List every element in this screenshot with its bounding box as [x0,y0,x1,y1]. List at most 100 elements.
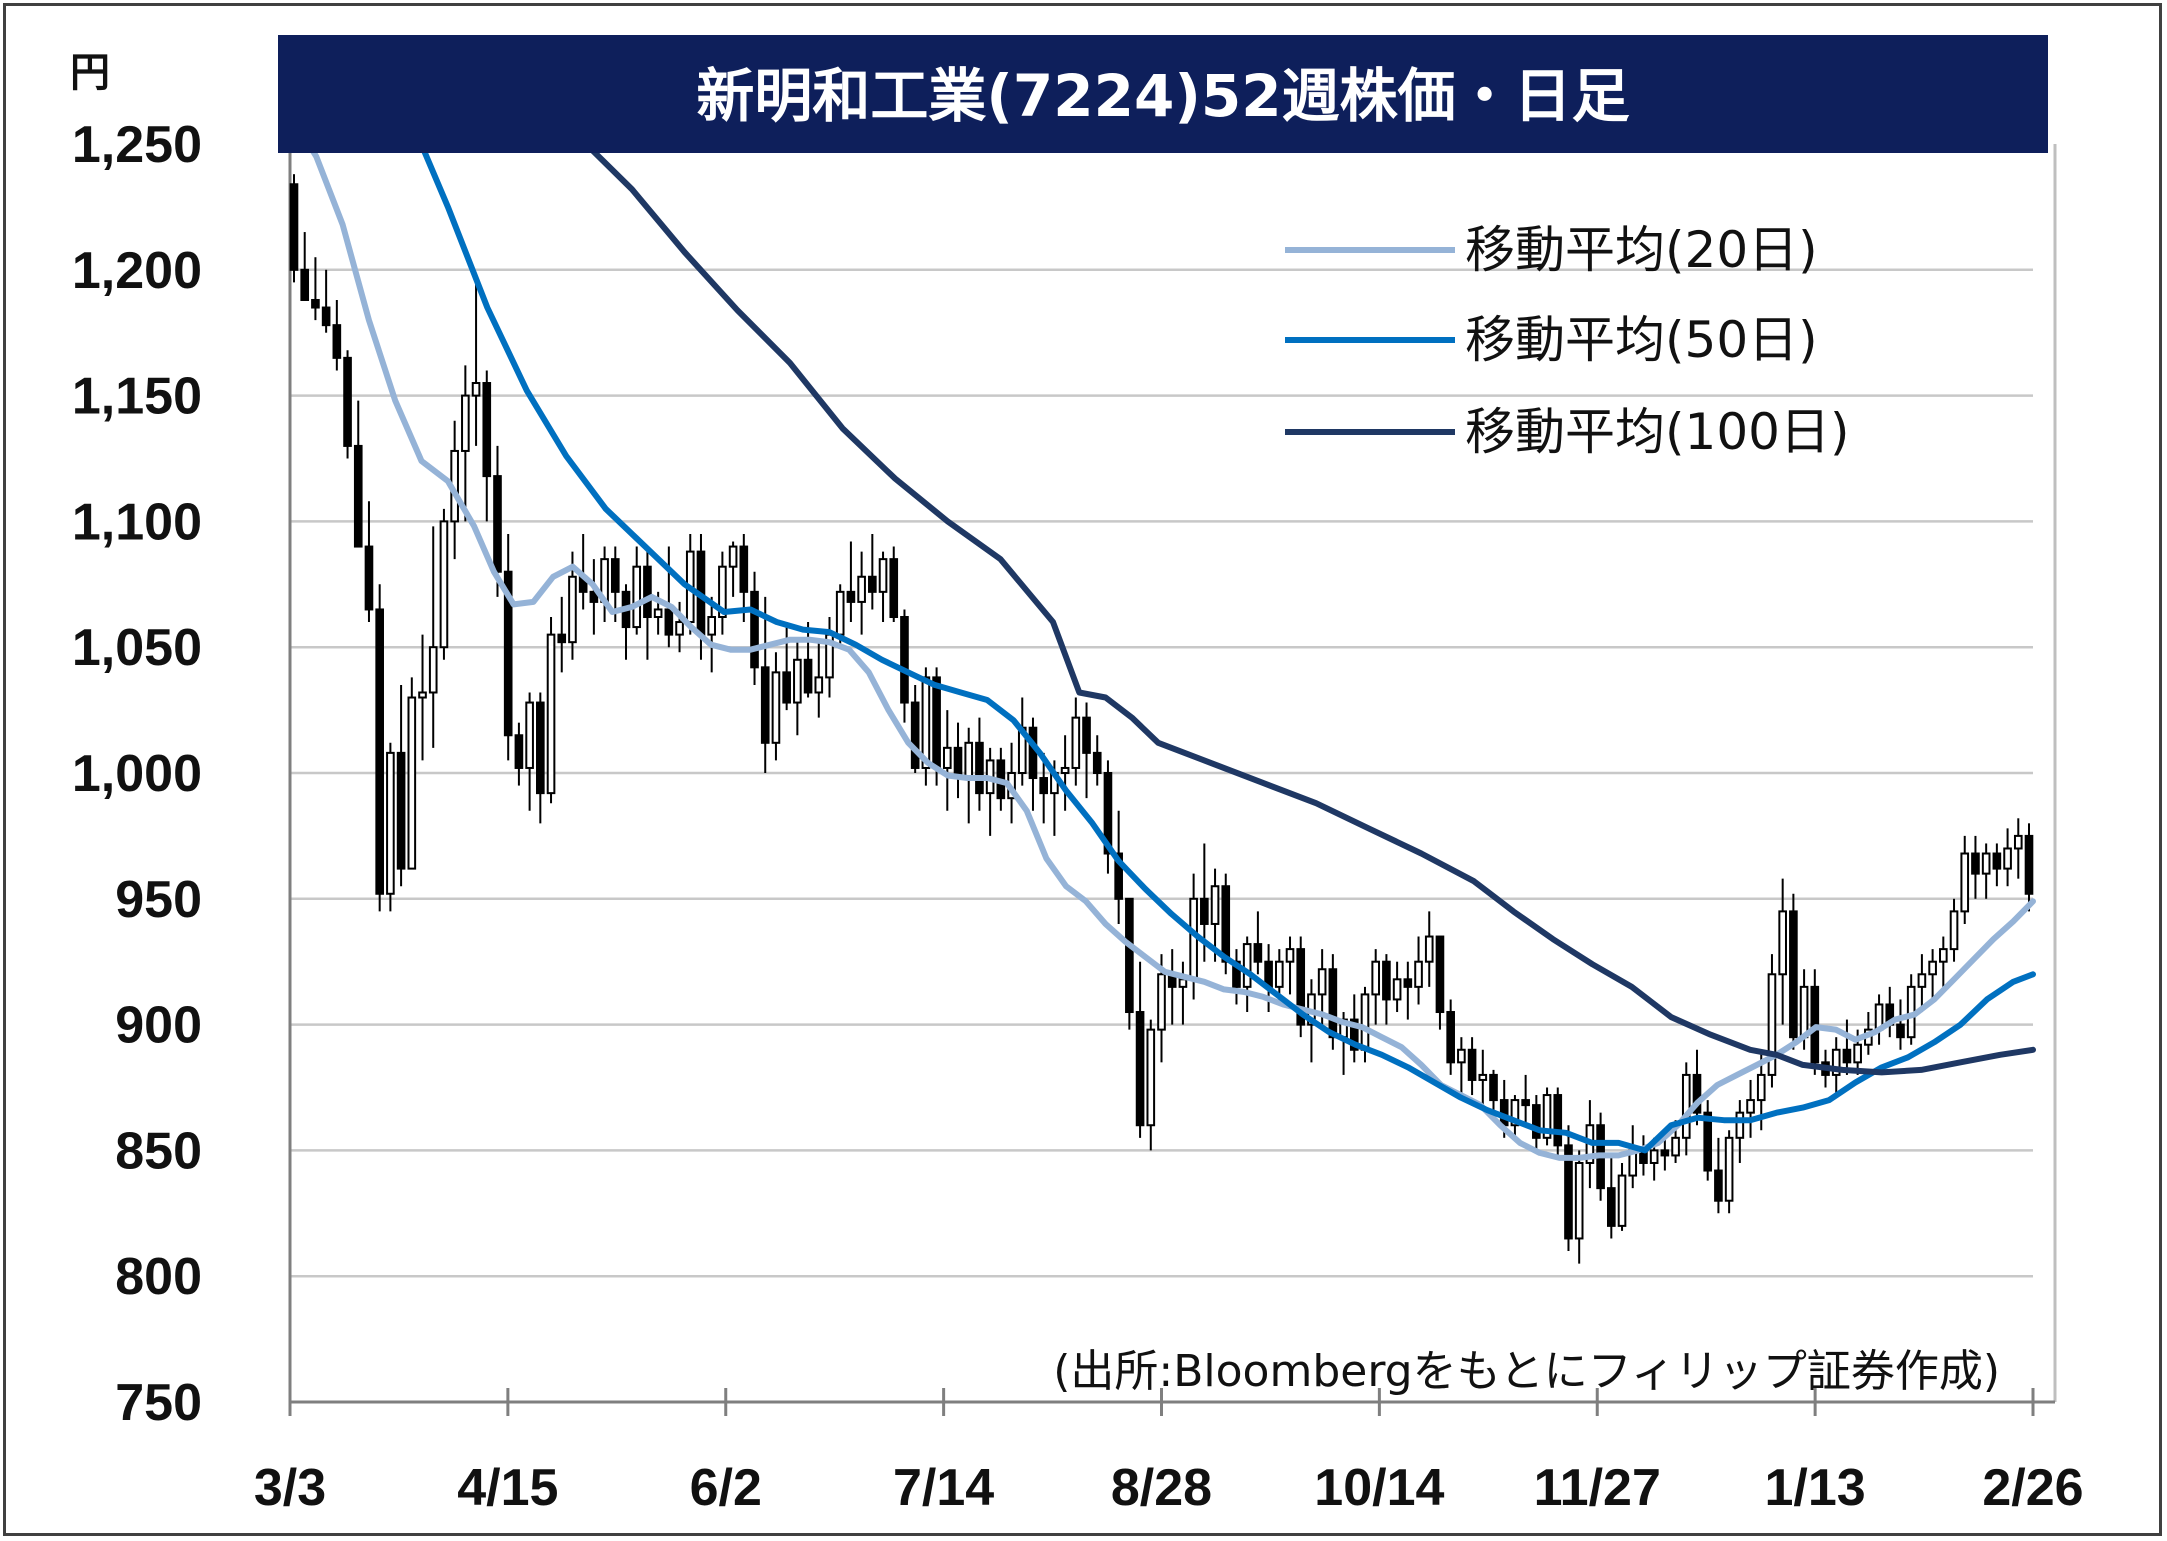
candle-body [1414,960,1423,988]
candle-body [1317,968,1327,996]
x-tick-label: 10/14 [1314,1459,1444,1517]
candle-body [1767,973,1777,1076]
candle-body [707,616,717,636]
candle-body [1703,1111,1713,1172]
candle-body [503,570,513,737]
candle-body [536,701,545,795]
y-tick-label: 900 [115,997,202,1055]
candle-body [1521,1099,1530,1107]
x-tick-label: 11/27 [1534,1459,1661,1517]
candle-body [760,666,770,744]
candle-body [568,575,577,644]
y-tick-label: 1,150 [72,368,202,426]
legend: 移動平均(20日) 移動平均(50日) 移動平均(100日) [1285,221,1849,461]
candle-body [289,183,299,271]
candle-body [1617,1174,1627,1227]
candle-body [675,621,684,636]
candle-body [1349,1018,1359,1051]
y-tick-label: 1,100 [72,493,202,551]
candle-body [1157,973,1166,1031]
candle-body [461,394,470,452]
candle-body [1724,1136,1734,1202]
candle-body [1360,993,1370,1051]
candle-body [793,658,802,704]
candle-body [1564,1144,1573,1240]
candle-body [1971,852,1980,875]
candle-body [1285,948,1295,963]
y-tick-label: 1,050 [72,619,202,677]
candle-body [664,608,674,636]
candle-body [942,746,952,769]
candle-body [1146,1028,1156,1127]
candle-body [2013,834,2023,850]
candle-body [1242,943,1252,988]
candle-body [771,671,781,744]
candle-body [1082,716,1091,754]
x-tick-label: 7/14 [893,1459,994,1517]
candle-body [1542,1094,1552,1139]
candle-body [1189,897,1198,981]
legend-label-ma50: 移動平均(50日) [1465,311,1818,369]
chart-frame [3,3,2162,1536]
candle-body [482,382,492,478]
candle-body [1928,960,1937,976]
candle-body [610,558,620,593]
x-tick-label: 4/15 [457,1459,558,1517]
candle-body [1949,910,1959,951]
candle-body [1071,716,1081,769]
candle-body [321,306,331,327]
moving-average-lines [305,144,2036,1161]
y-tick-label: 750 [115,1374,202,1432]
candle-body [386,751,395,895]
candle-body [332,324,342,359]
x-tick-label: 6/2 [690,1459,762,1517]
candle-body [932,676,941,769]
candle-body [1789,910,1798,1039]
candle-body [311,298,320,309]
candle-body [1981,852,1991,875]
candle-body [643,565,652,619]
y-tick-label: 800 [115,1248,202,1306]
candle-body [1671,1136,1680,1157]
x-tick-label: 8/28 [1111,1459,1212,1517]
candle-body [1371,960,1381,996]
candle-body [1200,897,1209,925]
x-tick-label: 3/3 [254,1459,326,1517]
candle-body [1060,766,1070,775]
candle-body [1403,978,1413,988]
x-axis: 3/3 4/15 6/2 7/14 8/28 10/14 11/27 1/13 2/26 [254,1388,2084,1517]
candle-body [1778,910,1787,976]
candle-body [1135,1011,1145,1127]
candle-body [1606,1187,1616,1227]
candle-body [1532,1104,1541,1139]
candle-body [1692,1073,1702,1114]
candle-body [1960,852,1970,913]
candle-body [900,616,909,704]
candle-body [1457,1048,1466,1064]
candle-body [1553,1094,1563,1147]
legend-label-ma100: 移動平均(100日) [1465,403,1849,461]
candle-body [353,444,363,548]
source-note: (出所:Bloombergをもとにフィリップ証券作成) [1053,1346,2000,1397]
candle-body [846,590,856,603]
candle-body [514,734,524,769]
candle-body [1831,1048,1841,1076]
chart-title: 新明和工業(7224)52週株価・日足 [696,62,1629,130]
candle-body [1210,885,1220,925]
candle-body [557,633,567,644]
candle-body [343,356,352,447]
candle-body [1125,897,1134,1014]
candle-body [1746,1099,1755,1114]
candle-body [1992,852,2002,870]
candle-body [1939,948,1948,963]
candle-body [1103,772,1113,855]
candle-body [1853,1043,1862,1064]
candle-body [1917,973,1927,988]
candle-body [1039,777,1049,795]
candle-body [407,696,417,870]
candle-body [1446,1011,1455,1064]
candle-body [300,268,310,301]
title-banner [278,35,2048,153]
legend-label-ma20: 移動平均(20日) [1465,221,1818,279]
